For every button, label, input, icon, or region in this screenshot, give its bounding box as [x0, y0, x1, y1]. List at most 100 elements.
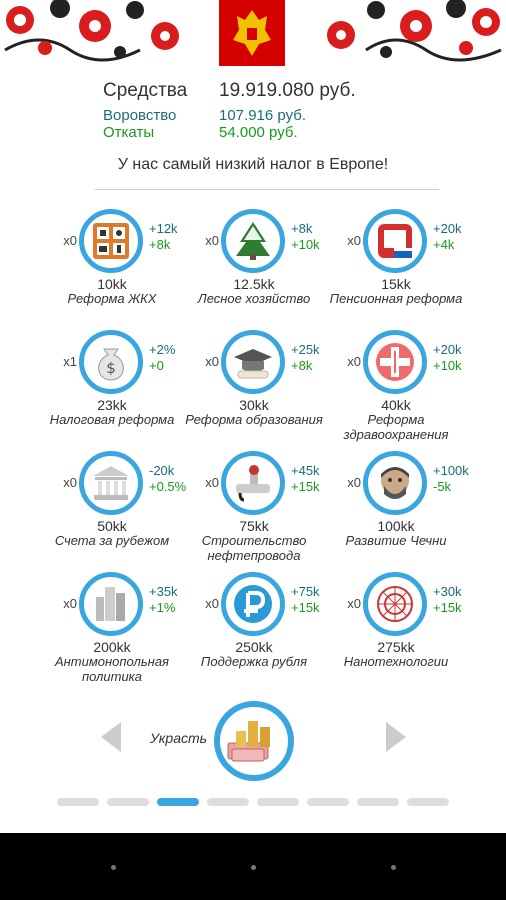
page-dot[interactable] [407, 798, 449, 806]
theft-value: 107.916 руб. [219, 107, 306, 124]
page-dot[interactable] [357, 798, 399, 806]
upgrade-item[interactable]: x0 +20k +10k 40kk Реформа здравоохранени… [341, 330, 501, 450]
upgrade-price: 50kk [97, 518, 127, 534]
theft-label: Воровство [103, 107, 177, 124]
effect-primary: +25k [291, 342, 320, 357]
owned-count: x0 [63, 596, 77, 611]
nav-back-icon[interactable] [111, 865, 116, 870]
effect-secondary: +15k [291, 600, 320, 615]
effect-primary: +20k [433, 221, 462, 236]
upgrade-name: Реформа образования [185, 412, 323, 427]
upgrade-item[interactable]: x0 +20k +4k 15kk Пенсионная реформа [330, 209, 501, 329]
upgrade-name: Лесное хозяйство [197, 291, 311, 306]
nav-home-icon[interactable] [251, 865, 256, 870]
upgrade-item[interactable]: x0 +100k -5k 100kk Развитие Чечни [341, 451, 501, 571]
effect-primary: +100k [433, 463, 469, 478]
effect-secondary: +8k [149, 237, 171, 252]
upgrade-price: 75kk [239, 518, 269, 534]
page-indicator [57, 798, 449, 808]
coins-banknotes-icon [227, 721, 270, 762]
upgrade-item[interactable]: x0 +30k +15k 275kk Нанотехнологии [341, 572, 501, 692]
upgrade-button[interactable]: $ [79, 330, 143, 394]
upgrade-name: Счета за рубежом [54, 533, 170, 548]
upgrade-button[interactable] [363, 572, 427, 636]
effect-secondary: +15k [291, 479, 320, 494]
effect-primary: +8k [291, 221, 313, 236]
money-bag-icon: $ [98, 348, 124, 381]
upgrade-item[interactable]: x0 -20k +0.5% 50kk Счета за рубежом [55, 451, 217, 571]
owned-count: x0 [205, 475, 219, 490]
upgrade-name: Развитие Чечни [345, 533, 447, 548]
effect-primary: +12k [149, 221, 178, 236]
utilities-icon [93, 223, 129, 259]
upgrade-item[interactable]: x0 +75k +15k 250kk Поддержка рубля [199, 572, 359, 692]
system-nav-bar [0, 833, 506, 900]
upgrade-button[interactable] [221, 572, 285, 636]
upgrade-price: 10kk [97, 276, 127, 292]
ruble-icon [234, 585, 272, 623]
page-dot[interactable] [207, 798, 249, 806]
upgrade-button[interactable] [79, 572, 143, 636]
owned-count: x0 [63, 475, 77, 490]
upgrade-name: Поддержка рубля [200, 654, 308, 669]
upgrade-price: 200kk [93, 639, 131, 655]
upgrade-button[interactable] [363, 330, 427, 394]
upgrade-button[interactable] [221, 451, 285, 515]
upgrade-item[interactable]: x0 +45k +15k 75kk Строительство нефтепро… [199, 451, 359, 571]
page-dot[interactable] [257, 798, 299, 806]
fullerene-icon [377, 586, 413, 622]
page-dot[interactable] [57, 798, 99, 806]
kickbacks-label: Откаты [103, 124, 155, 141]
portrait-icon [381, 467, 409, 499]
slogan: У нас самый низкий налог в Европе! [117, 156, 389, 173]
steal-button[interactable] [214, 701, 294, 781]
owned-count: x0 [205, 233, 219, 248]
upgrade-button[interactable] [221, 209, 285, 273]
upgrade-price: 275kk [377, 639, 415, 655]
owned-count: x0 [205, 596, 219, 611]
effect-secondary: +10k [433, 358, 462, 373]
upgrade-name: Нанотехнологии [343, 654, 449, 669]
nav-recents-icon[interactable] [391, 865, 396, 870]
skyscrapers-icon [96, 587, 125, 621]
upgrade-price: 15kk [381, 276, 411, 292]
owned-count: x0 [347, 233, 361, 248]
header [0, 0, 506, 66]
page-dot-active[interactable] [157, 798, 199, 806]
effect-primary: +20k [433, 342, 462, 357]
divider [95, 189, 439, 190]
pension-fund-icon [378, 224, 412, 258]
upgrade-item[interactable]: x0 +8k +10k 12.5kk Лесное хозяйство [198, 209, 359, 329]
upgrade-price: 40kk [381, 397, 411, 413]
kickbacks-value: 54.000 руб. [219, 124, 298, 141]
previous-page-arrow-icon[interactable] [101, 722, 121, 752]
upgrade-item[interactable]: x0 +25k +8k 30kk Реформа образования [185, 330, 359, 450]
upgrade-name: Реформа ЖКХ [67, 291, 157, 306]
effect-secondary: -5k [433, 479, 452, 494]
svg-text:$: $ [106, 359, 116, 377]
upgrade-button[interactable] [363, 451, 427, 515]
upgrade-item[interactable]: x1 $ +2% +0 23kk Налоговая реформа [50, 330, 217, 450]
owned-count: x0 [347, 475, 361, 490]
upgrade-button[interactable] [363, 209, 427, 273]
upgrade-button[interactable] [221, 330, 285, 394]
pipeline-icon [236, 465, 270, 502]
owned-count: x0 [205, 354, 219, 369]
upgrade-button[interactable] [79, 209, 143, 273]
effect-secondary: +8k [291, 358, 313, 373]
khokhloma-ornament-left [4, 0, 179, 62]
upgrade-price: 100kk [377, 518, 415, 534]
owned-count: x0 [347, 354, 361, 369]
coat-of-arms-icon [233, 10, 271, 56]
upgrade-item[interactable]: x0 +12k +8k 10kk Реформа ЖКХ [57, 209, 217, 329]
effect-primary: -20k [149, 463, 175, 478]
next-page-arrow-icon[interactable] [386, 722, 406, 752]
page-dot[interactable] [107, 798, 149, 806]
page-dot[interactable] [307, 798, 349, 806]
effect-primary: +30k [433, 584, 462, 599]
upgrade-price: 23kk [97, 397, 127, 413]
upgrade-item[interactable]: x0 +35k +1% 200kk Антимонопольная полити… [55, 572, 217, 692]
owned-count: x0 [347, 596, 361, 611]
upgrade-button[interactable] [79, 451, 143, 515]
